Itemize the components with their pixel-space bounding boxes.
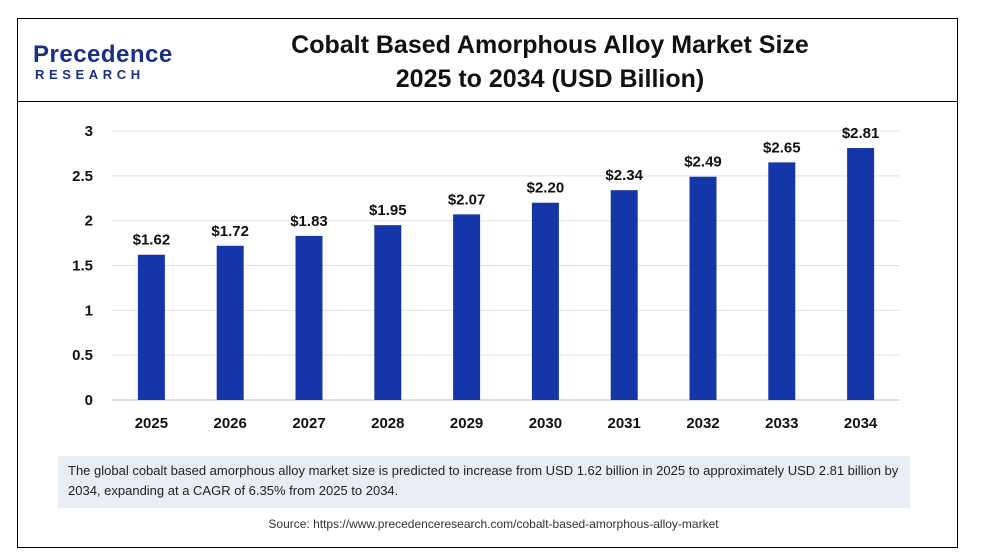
data-label: $1.62 [133,232,171,249]
x-tick-label: 2029 [450,415,483,432]
x-tick-label: 2027 [292,415,325,432]
data-label: $2.07 [448,191,486,208]
bar [453,214,481,400]
bar [216,245,244,400]
y-tick-label: 0.5 [72,347,93,364]
data-label: $2.49 [684,154,722,171]
x-tick-label: 2032 [686,415,719,432]
x-tick-label: 2025 [135,415,168,432]
y-tick-label: 0 [85,392,93,409]
y-tick-label: 2.5 [72,168,93,185]
source-citation: Source: https://www.precedenceresearch.c… [268,517,719,531]
x-tick-label: 2033 [765,415,798,432]
logo-subtext: RESEARCH [35,67,145,82]
summary-note: The global cobalt based amorphous alloy … [58,456,910,508]
x-tick-label: 2030 [529,415,562,432]
y-tick-label: 3 [85,123,93,140]
data-label: $2.65 [763,139,801,156]
x-tick-label: 2026 [214,415,247,432]
data-label: $2.20 [527,180,565,197]
data-label: $1.72 [211,223,249,240]
bar [137,254,165,400]
bar [610,190,638,400]
bar [689,176,717,400]
y-tick-label: 2 [85,213,93,230]
chart-title-line-1: Cobalt Based Amorphous Alloy Market Size [291,31,809,59]
x-tick-label: 2031 [608,415,641,432]
data-label: $1.95 [369,202,407,219]
bar [768,162,796,400]
bar [531,202,559,400]
bar [847,148,875,400]
data-label: $2.81 [842,125,880,142]
logo-wordmark: Precedence [33,41,173,68]
data-label: $2.34 [605,167,643,184]
data-label: $1.83 [290,213,328,230]
chart-title: Cobalt Based Amorphous Alloy Market Size… [250,28,850,96]
bar [295,235,323,400]
header-divider [17,101,958,102]
precedence-research-logo: Precedence RESEARCH [33,42,183,88]
x-tick-label: 2028 [371,415,404,432]
chart-title-line-2: 2025 to 2034 (USD Billion) [395,65,705,93]
bar [374,225,402,400]
y-tick-label: 1 [85,302,93,319]
x-tick-label: 2034 [844,415,878,432]
y-tick-label: 1.5 [72,258,93,275]
